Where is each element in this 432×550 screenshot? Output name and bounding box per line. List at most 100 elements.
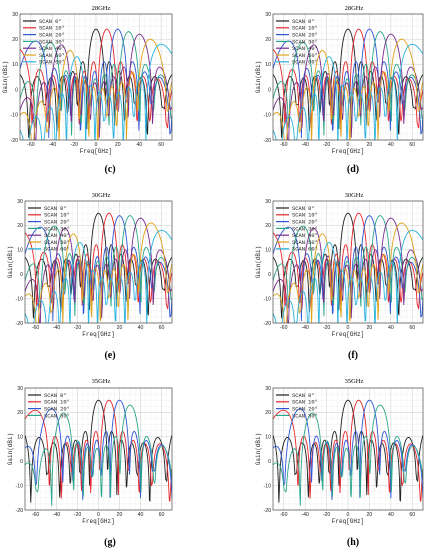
x-axis-label: Freq[GHz] <box>332 518 364 525</box>
legend-entry: SCAN 0° <box>44 206 67 212</box>
plot-frame <box>24 200 173 324</box>
series-group <box>25 212 172 323</box>
y-tick-label: 30 <box>265 199 271 205</box>
legend-entry: SCAN 20° <box>39 33 65 39</box>
x-axis-label: Freq[GHz] <box>82 518 114 525</box>
legend: SCAN 0°SCAN 10°SCAN 20°SCAN 30°SCAN 40°S… <box>276 19 318 66</box>
plot-frame <box>272 387 424 511</box>
series-line-4 <box>20 33 172 140</box>
panel-letter: (g) <box>104 537 116 548</box>
legend-entry: SCAN 50° <box>292 240 318 246</box>
y-tick-label: 30 <box>17 199 23 205</box>
legend-entry: SCAN 10° <box>39 26 65 32</box>
legend: SCAN 0°SCAN 10°SCAN 20°SCAN 30°SCAN 40°S… <box>28 206 70 253</box>
legend-entry: SCAN 50° <box>44 240 70 246</box>
plot-area: -60 -40 -20 0 20 40 603020100-10-20Freq[GHz]Ga… <box>7 199 173 338</box>
x-tick-label: -40 <box>53 325 61 331</box>
plot-area: -60 -40 -20 0 20 40 603020100-10-20Freq[GHz]Ga… <box>7 386 173 525</box>
series-line-3 <box>25 215 172 317</box>
legend-entry: SCAN 10° <box>292 26 318 32</box>
y-tick-label: -20 <box>264 138 272 144</box>
panel-title: 28GHz <box>92 5 111 12</box>
series-group <box>273 399 423 506</box>
legend-entry: SCAN 20° <box>44 407 70 413</box>
legend-entry: SCAN 0° <box>44 393 67 399</box>
legend-entry: SCAN 60° <box>292 247 318 253</box>
series-line-4 <box>273 217 423 323</box>
x-tick-label: -40 <box>301 512 309 518</box>
legend-entry: SCAN 40° <box>292 46 318 52</box>
y-axis-label: Gain(dBi) <box>255 61 262 93</box>
series-line-6 <box>273 43 423 140</box>
legend-entry: SCAN 50° <box>39 53 65 59</box>
legend-entry: SCAN 40° <box>292 233 318 239</box>
legend-entry: SCAN 40° <box>39 46 65 52</box>
x-tick-label: -60 <box>27 142 35 148</box>
legend-entry: SCAN 0° <box>39 19 62 25</box>
y-tick-label: 10 <box>265 435 271 441</box>
x-tick-label: 20 <box>117 325 123 331</box>
x-tick-label: 20 <box>367 325 373 331</box>
x-axis-label: Freq[GHz] <box>332 331 364 338</box>
x-tick-label: 40 <box>138 325 144 331</box>
y-tick-label: 20 <box>12 37 18 43</box>
y-tick-label: 10 <box>17 435 23 441</box>
legend-entry: SCAN 20° <box>44 220 70 226</box>
plot-frame <box>272 200 424 324</box>
legend-entry: SCAN 40° <box>44 233 70 239</box>
y-tick-label: 30 <box>265 386 271 392</box>
series-line-5 <box>25 222 172 323</box>
y-tick-label: 10 <box>17 248 23 254</box>
legend-entry: SCAN 0° <box>292 206 315 212</box>
x-tick-label: -20 <box>323 512 331 518</box>
y-tick-label: -10 <box>264 113 272 119</box>
y-tick-label: -10 <box>16 296 24 302</box>
series-line-3 <box>273 31 423 136</box>
panel-d: 28GHz -60 -40 -20 0 20 40 603020100-10-20Freq[… <box>255 5 424 175</box>
y-tick-label: 30 <box>265 12 271 18</box>
x-tick-label: 40 <box>388 325 394 331</box>
series-line-4 <box>273 33 423 140</box>
panel-title: 30GHz <box>92 192 111 199</box>
plot-area: -60 -40 -20 0 20 40 603020100-10-20Freq[GHz]Ga… <box>255 12 424 155</box>
panel-c: 28GHz -60 -40 -20 0 20 40 603020100-10-20Freq[… <box>2 5 173 175</box>
panel-title: 35GHz <box>92 378 111 385</box>
series-line-3 <box>273 215 423 317</box>
x-tick-label: 60 <box>159 325 165 331</box>
y-tick-label: 30 <box>17 386 23 392</box>
x-tick-label: 60 <box>159 512 165 518</box>
y-tick-label: 20 <box>265 223 271 229</box>
panel-letter: (f) <box>348 350 358 361</box>
x-axis-label: Freq[GHz] <box>332 148 364 155</box>
x-tick-label: -40 <box>301 325 309 331</box>
legend: SCAN 0°SCAN 10°SCAN 20°SCAN 30° <box>28 393 70 419</box>
legend-entry: SCAN 50° <box>292 53 318 59</box>
x-tick-label: 60 <box>409 512 415 518</box>
series-line-6 <box>25 229 172 323</box>
panel-h: 35GHz -60 -40 -20 0 20 40 603020100-10-20Freq[… <box>255 378 424 548</box>
series-line-2 <box>273 399 423 501</box>
y-tick-label: 0 <box>268 459 271 465</box>
legend-entry: SCAN 10° <box>44 400 70 406</box>
y-tick-label: -10 <box>264 483 272 489</box>
x-tick-label: -20 <box>71 142 79 148</box>
legend-entry: SCAN 20° <box>292 220 318 226</box>
series-line-1 <box>20 28 172 129</box>
panel-letter: (c) <box>104 164 115 175</box>
y-tick-label: 30 <box>12 12 18 18</box>
y-axis-label: Gain(dBi) <box>7 246 14 278</box>
x-axis-label: Freq[GHz] <box>80 148 112 155</box>
plot-frame <box>272 13 424 141</box>
series-line-5 <box>273 38 423 140</box>
x-tick-label: 0 <box>347 512 350 518</box>
y-axis-label: Gain(dBi) <box>255 246 262 278</box>
series-line-1 <box>25 212 172 310</box>
y-tick-label: -20 <box>16 508 24 514</box>
panel-f: 30GHz -60 -40 -20 0 20 40 603020100-10-20Freq[… <box>255 192 424 361</box>
y-tick-label: -20 <box>11 138 19 144</box>
series-line-2 <box>273 215 423 322</box>
y-tick-label: 20 <box>17 410 23 416</box>
x-tick-label: 20 <box>117 512 123 518</box>
plot-frame <box>19 13 173 141</box>
